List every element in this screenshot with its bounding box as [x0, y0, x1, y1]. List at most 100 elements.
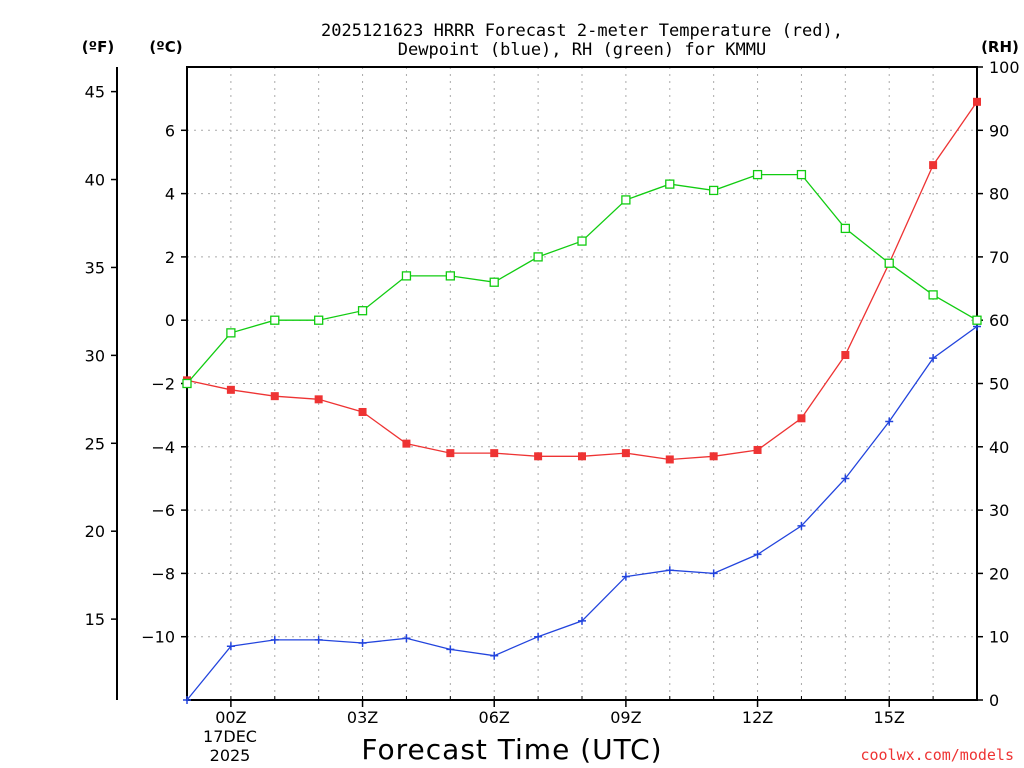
- rh-tick-label: 0: [989, 691, 999, 710]
- celsius-tick-label: −2: [151, 375, 175, 394]
- temperature-point: [402, 439, 411, 448]
- dewpoint-point: [709, 569, 718, 578]
- x-tick-label: 03Z: [347, 708, 378, 727]
- rh-tick-label: 100: [989, 58, 1020, 77]
- temperature-point: [226, 385, 235, 394]
- celsius-tick-label: −4: [151, 438, 175, 457]
- dewpoint-point: [270, 635, 279, 644]
- x-tick-label: 06Z: [479, 708, 510, 727]
- fahrenheit-unit-label: (ºF): [82, 38, 114, 56]
- temperature-point: [753, 445, 762, 454]
- rh-point: [357, 306, 368, 316]
- rh-point: [226, 328, 236, 338]
- rh-point: [796, 169, 807, 180]
- celsius-tick-label: −10: [141, 628, 175, 647]
- axes: 454035302520156420−2−4−6−8−1010090807060…: [85, 58, 1020, 727]
- rh-point: [577, 236, 587, 246]
- temperature-line: [186, 101, 978, 461]
- rh-point: [928, 290, 938, 300]
- dewpoint-point: [402, 634, 411, 643]
- rh-tick-label: 10: [989, 628, 1009, 647]
- temperature-point: [578, 452, 586, 461]
- celsius-tick-label: −8: [151, 564, 175, 583]
- dewpoint-point: [929, 354, 938, 363]
- x-tick-label: 12Z: [742, 708, 773, 727]
- date-label-day: 17DEC: [203, 727, 257, 746]
- temperature-point: [270, 392, 279, 401]
- fahrenheit-tick-label: 25: [85, 434, 105, 453]
- dewpoint-point: [665, 566, 674, 575]
- rh-tick-label: 20: [989, 564, 1009, 583]
- dewpoint-point: [753, 550, 762, 559]
- temperature-point: [621, 449, 630, 458]
- rh-point: [840, 223, 850, 234]
- rh-point: [533, 252, 543, 262]
- dewpoint-point: [578, 616, 586, 625]
- dewpoint-point: [885, 417, 894, 426]
- dewpoint-point: [841, 474, 850, 483]
- dewpoint-point: [621, 572, 630, 581]
- celsius-tick-label: 0: [165, 311, 175, 330]
- rh-point: [709, 185, 719, 196]
- rh-line: [186, 173, 978, 384]
- celsius-tick-label: 2: [165, 248, 175, 267]
- chart-title-line-2: Dewpoint (blue), RH (green) for KMMU: [398, 40, 766, 60]
- temperature-point: [534, 452, 543, 461]
- x-tick-label: 00Z: [215, 708, 246, 727]
- x-tick-label: 15Z: [874, 708, 905, 727]
- rh-tick-label: 50: [989, 375, 1009, 394]
- rh-point: [621, 195, 631, 205]
- temperature-point: [358, 407, 367, 416]
- dewpoint-point: [797, 521, 806, 530]
- temperature-point: [973, 97, 981, 106]
- grid-lines: [187, 67, 977, 700]
- fahrenheit-tick-label: 45: [85, 83, 105, 102]
- fahrenheit-tick-label: 30: [85, 346, 105, 365]
- dewpoint-point: [358, 639, 367, 648]
- temperature-point: [797, 414, 806, 423]
- rh-point: [314, 315, 324, 325]
- celsius-tick-label: 6: [165, 121, 175, 140]
- rh-point: [270, 315, 280, 325]
- rh-tick-label: 70: [989, 248, 1009, 267]
- temperature-point: [490, 449, 499, 458]
- date-label-year: 2025: [210, 746, 251, 765]
- temperature-point: [314, 395, 323, 404]
- data-series: [182, 97, 982, 704]
- rh-point: [752, 169, 763, 180]
- fahrenheit-tick-label: 35: [85, 258, 105, 277]
- celsius-tick-label: −6: [151, 501, 175, 520]
- rh-tick-label: 90: [989, 121, 1009, 140]
- celsius-tick-label: 4: [165, 185, 175, 204]
- temperature-point: [929, 161, 938, 170]
- rh-tick-label: 30: [989, 501, 1009, 520]
- fahrenheit-tick-label: 20: [85, 522, 105, 541]
- celsius-unit-label: (ºC): [149, 38, 182, 56]
- rh-point: [182, 378, 192, 389]
- temperature-point: [709, 452, 718, 461]
- dewpoint-point: [226, 642, 235, 651]
- dewpoint-point: [446, 645, 455, 654]
- rh-point: [884, 258, 894, 268]
- temperature-point: [841, 351, 850, 360]
- chart-title-line-1: 2025121623 HRRR Forecast 2-meter Tempera…: [321, 21, 843, 41]
- rh-unit-label: (RH): [981, 38, 1019, 56]
- dewpoint-point: [534, 632, 543, 641]
- rh-tick-label: 40: [989, 438, 1009, 457]
- dewpoint-point: [490, 651, 499, 660]
- site-credit: coolwx.com/models: [860, 746, 1014, 764]
- rh-point: [972, 315, 982, 325]
- rh-point: [401, 271, 412, 281]
- x-tick-label: 09Z: [610, 708, 641, 727]
- temperature-point: [446, 449, 455, 458]
- fahrenheit-tick-label: 15: [85, 610, 105, 629]
- rh-point: [489, 277, 499, 287]
- dewpoint-point: [314, 635, 323, 644]
- rh-tick-label: 60: [989, 311, 1009, 330]
- rh-point: [445, 271, 455, 281]
- dewpoint-point: [183, 696, 191, 704]
- temperature-point: [665, 455, 674, 464]
- rh-point: [665, 179, 675, 189]
- x-axis-title: Forecast Time (UTC): [361, 733, 662, 766]
